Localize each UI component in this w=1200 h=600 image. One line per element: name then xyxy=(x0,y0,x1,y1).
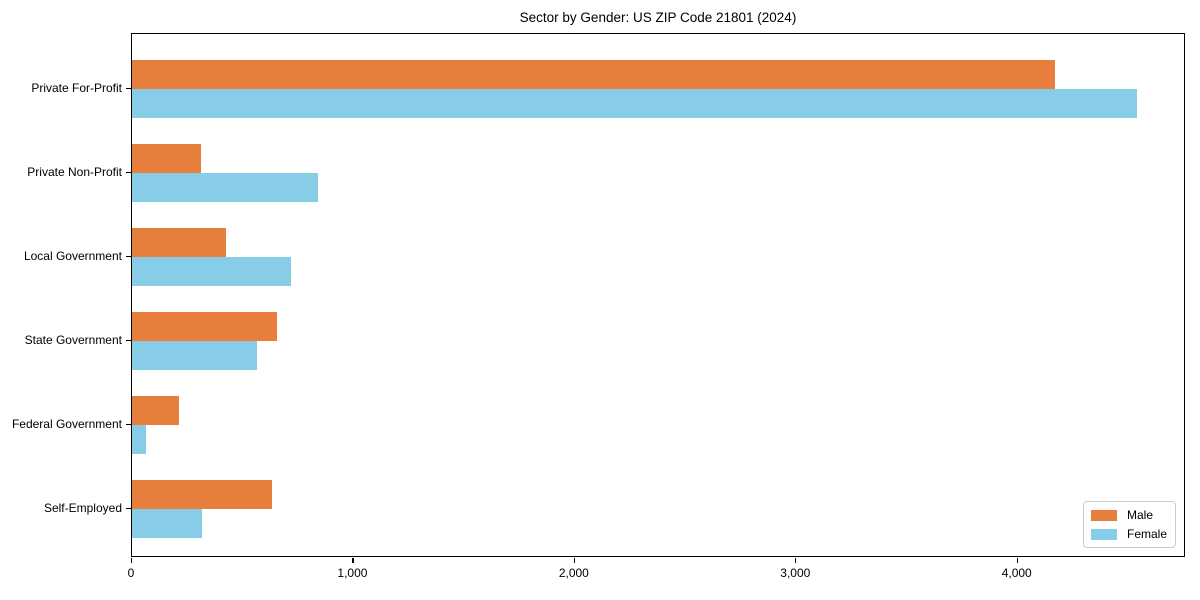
x-tick-label-4000: 4,000 xyxy=(1001,566,1032,580)
x-tick-label-2000: 2,000 xyxy=(558,566,589,580)
x-tick-mark xyxy=(795,558,797,563)
x-tick-label-0: 0 xyxy=(127,566,135,580)
x-tick-label-1000: 1,000 xyxy=(337,566,368,580)
x-tick-mark xyxy=(1016,558,1018,563)
y-tick-label-state-government: State Government xyxy=(24,333,122,347)
legend-item-female: Female xyxy=(1090,527,1167,541)
chart-title: Sector by Gender: US ZIP Code 21801 (202… xyxy=(519,10,797,25)
bar-male-federal-government xyxy=(132,396,179,425)
bar-female-state-government xyxy=(132,341,258,370)
legend-swatch-female xyxy=(1090,528,1117,540)
y-tick-label-private-non-profit: Private Non-Profit xyxy=(27,165,122,179)
x-tick-mark xyxy=(352,558,354,563)
y-tick-mark xyxy=(126,88,131,90)
legend-item-male: Male xyxy=(1090,508,1167,522)
y-tick-label-self-employed: Self-Employed xyxy=(43,501,122,515)
y-tick-mark xyxy=(126,172,131,174)
y-tick-label-private-for-profit: Private For-Profit xyxy=(31,81,122,95)
y-tick-label-local-government: Local Government xyxy=(23,249,122,263)
y-tick-mark xyxy=(126,340,131,342)
bar-male-private-for-profit xyxy=(132,60,1056,89)
x-tick-label-3000: 3,000 xyxy=(780,566,811,580)
bar-male-self-employed xyxy=(132,480,272,509)
y-tick-mark xyxy=(126,424,131,426)
legend-label: Male xyxy=(1126,508,1153,522)
bar-female-private-for-profit xyxy=(132,89,1138,118)
x-tick-mark xyxy=(131,558,133,563)
plot-area: Male Female xyxy=(131,33,1185,557)
bar-female-federal-government xyxy=(132,425,147,454)
bar-male-local-government xyxy=(132,228,227,257)
x-tick-mark xyxy=(573,558,576,563)
bar-male-private-non-profit xyxy=(132,144,201,173)
bar-female-private-non-profit xyxy=(132,173,318,202)
legend-swatch-male xyxy=(1090,509,1117,521)
y-tick-mark xyxy=(126,508,131,510)
bar-male-state-government xyxy=(132,312,278,341)
legend: Male Female xyxy=(1082,501,1176,548)
legend-label: Female xyxy=(1126,527,1167,541)
y-tick-mark xyxy=(126,256,131,258)
bar-female-local-government xyxy=(132,257,292,286)
bar-female-self-employed xyxy=(132,509,202,538)
y-tick-label-federal-government: Federal Government xyxy=(11,417,122,431)
